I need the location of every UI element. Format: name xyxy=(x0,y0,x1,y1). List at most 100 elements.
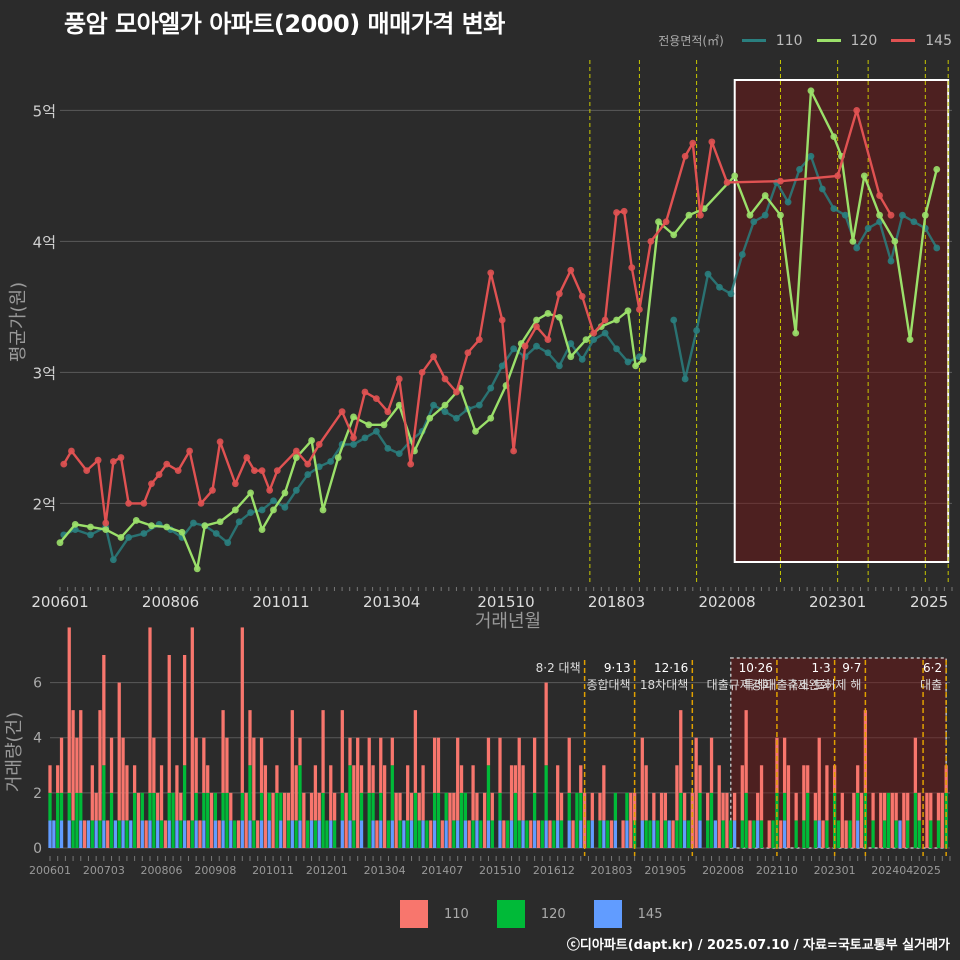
volume-bar-110 xyxy=(544,682,548,766)
policy-annotation: 규제완화 xyxy=(786,678,830,692)
volume-bar-110 xyxy=(109,737,114,793)
legend-box-145 xyxy=(593,900,622,928)
policy-annotation: 종합대책 xyxy=(586,677,630,692)
volume-bar-120 xyxy=(436,792,441,848)
volume-bar-120 xyxy=(286,820,291,848)
data-point-145 xyxy=(117,454,125,461)
data-point-110 xyxy=(395,450,403,458)
data-point-120 xyxy=(906,336,914,344)
volume-bar-120 xyxy=(532,792,537,821)
volume-bar-110 xyxy=(467,820,471,848)
vol-x-tick-label: 202110 xyxy=(756,864,798,877)
volume-bar-110 xyxy=(198,820,202,848)
data-point-120 xyxy=(132,517,140,524)
data-point-120 xyxy=(308,437,315,444)
data-point-110 xyxy=(475,401,483,409)
data-point-145 xyxy=(567,266,575,274)
volume-bar-120 xyxy=(871,820,875,848)
data-point-110 xyxy=(281,503,289,511)
volume-bar-110 xyxy=(225,737,229,793)
volume-bar-120 xyxy=(559,820,564,848)
volume-bar-120 xyxy=(490,820,494,848)
data-point-145 xyxy=(681,152,689,160)
volume-bar-120 xyxy=(359,792,364,821)
volume-bar-120 xyxy=(613,792,618,821)
x-axis-label: 거래년월 xyxy=(475,611,541,632)
volume-bar-110 xyxy=(840,792,844,848)
volume-bar-110 xyxy=(663,792,668,821)
volume-bar-110 xyxy=(382,765,387,848)
vol-x-tick-label: 201612 xyxy=(533,864,575,877)
data-point-145 xyxy=(418,369,426,376)
data-point-120 xyxy=(258,526,266,533)
data-point-145 xyxy=(689,139,697,147)
volume-bar-110 xyxy=(217,820,221,848)
volume-bar-110 xyxy=(786,765,791,848)
data-point-145 xyxy=(853,107,861,114)
data-point-110 xyxy=(933,244,941,252)
data-point-145 xyxy=(304,460,312,468)
volume-bar-120 xyxy=(794,820,798,848)
data-point-120 xyxy=(247,489,254,497)
data-point-120 xyxy=(71,520,79,528)
volume-bar-110 xyxy=(429,820,433,848)
data-point-110 xyxy=(807,152,815,160)
volume-bar-110 xyxy=(725,792,729,848)
volume-bar-145 xyxy=(756,820,760,848)
data-point-120 xyxy=(891,238,899,245)
volume-bar-110 xyxy=(475,792,479,821)
volume-bar-120 xyxy=(771,820,775,848)
volume-bar-110 xyxy=(879,792,883,848)
volume-bar-110 xyxy=(509,765,514,821)
volume-bar-120 xyxy=(486,765,491,821)
volume-bar-120 xyxy=(102,765,106,821)
data-point-120 xyxy=(487,414,495,422)
volume-bar-110 xyxy=(67,627,71,793)
volume-bar-110 xyxy=(548,820,552,848)
data-point-145 xyxy=(708,138,716,146)
volume-bar-110 xyxy=(917,792,921,821)
volume-bar-110 xyxy=(182,655,187,766)
volume-bar-120 xyxy=(432,792,437,821)
volume-bar-110 xyxy=(136,792,141,848)
volume-bar-110 xyxy=(490,792,494,821)
volume-bar-110 xyxy=(186,820,191,848)
volume-bar-145 xyxy=(379,820,383,848)
data-point-110 xyxy=(109,556,117,564)
volume-bar-120 xyxy=(413,792,418,848)
data-point-145 xyxy=(251,467,258,475)
data-point-145 xyxy=(647,238,655,245)
volume-bar-120 xyxy=(332,820,337,848)
volume-bar-110 xyxy=(940,792,944,848)
volume-bar-120 xyxy=(848,820,852,848)
volume-bar-145 xyxy=(371,820,375,848)
data-point-145 xyxy=(876,192,883,199)
legend-swatch-110 xyxy=(741,39,766,42)
policy-annotation: 1·3 xyxy=(812,661,831,675)
data-point-145 xyxy=(155,471,163,478)
data-point-145 xyxy=(197,500,205,507)
volume-bar-110 xyxy=(817,737,821,821)
data-point-120 xyxy=(860,172,868,180)
volume-bar-110 xyxy=(167,655,171,793)
volume-bar-145 xyxy=(248,820,252,848)
volume-bar-110 xyxy=(602,765,606,821)
data-point-110 xyxy=(887,257,895,265)
vol-y-axis-label: 거래량(건) xyxy=(4,712,25,792)
volume-bar-145 xyxy=(156,820,160,848)
volume-bar-110 xyxy=(590,792,594,821)
volume-bar-145 xyxy=(348,820,352,848)
volume-bar-110 xyxy=(302,792,306,848)
volume-bar-120 xyxy=(917,820,921,848)
volume-bar-120 xyxy=(882,820,887,848)
volume-bar-110 xyxy=(944,765,948,793)
data-point-145 xyxy=(109,458,117,465)
data-point-145 xyxy=(258,467,266,475)
legend-bottom-label-145: 145 xyxy=(637,906,663,922)
data-point-110 xyxy=(578,355,586,363)
volume-bar-120 xyxy=(929,820,933,848)
volume-bar-110 xyxy=(313,765,318,821)
data-point-110 xyxy=(704,270,712,278)
data-point-120 xyxy=(102,526,110,533)
volume-bar-110 xyxy=(756,792,760,821)
